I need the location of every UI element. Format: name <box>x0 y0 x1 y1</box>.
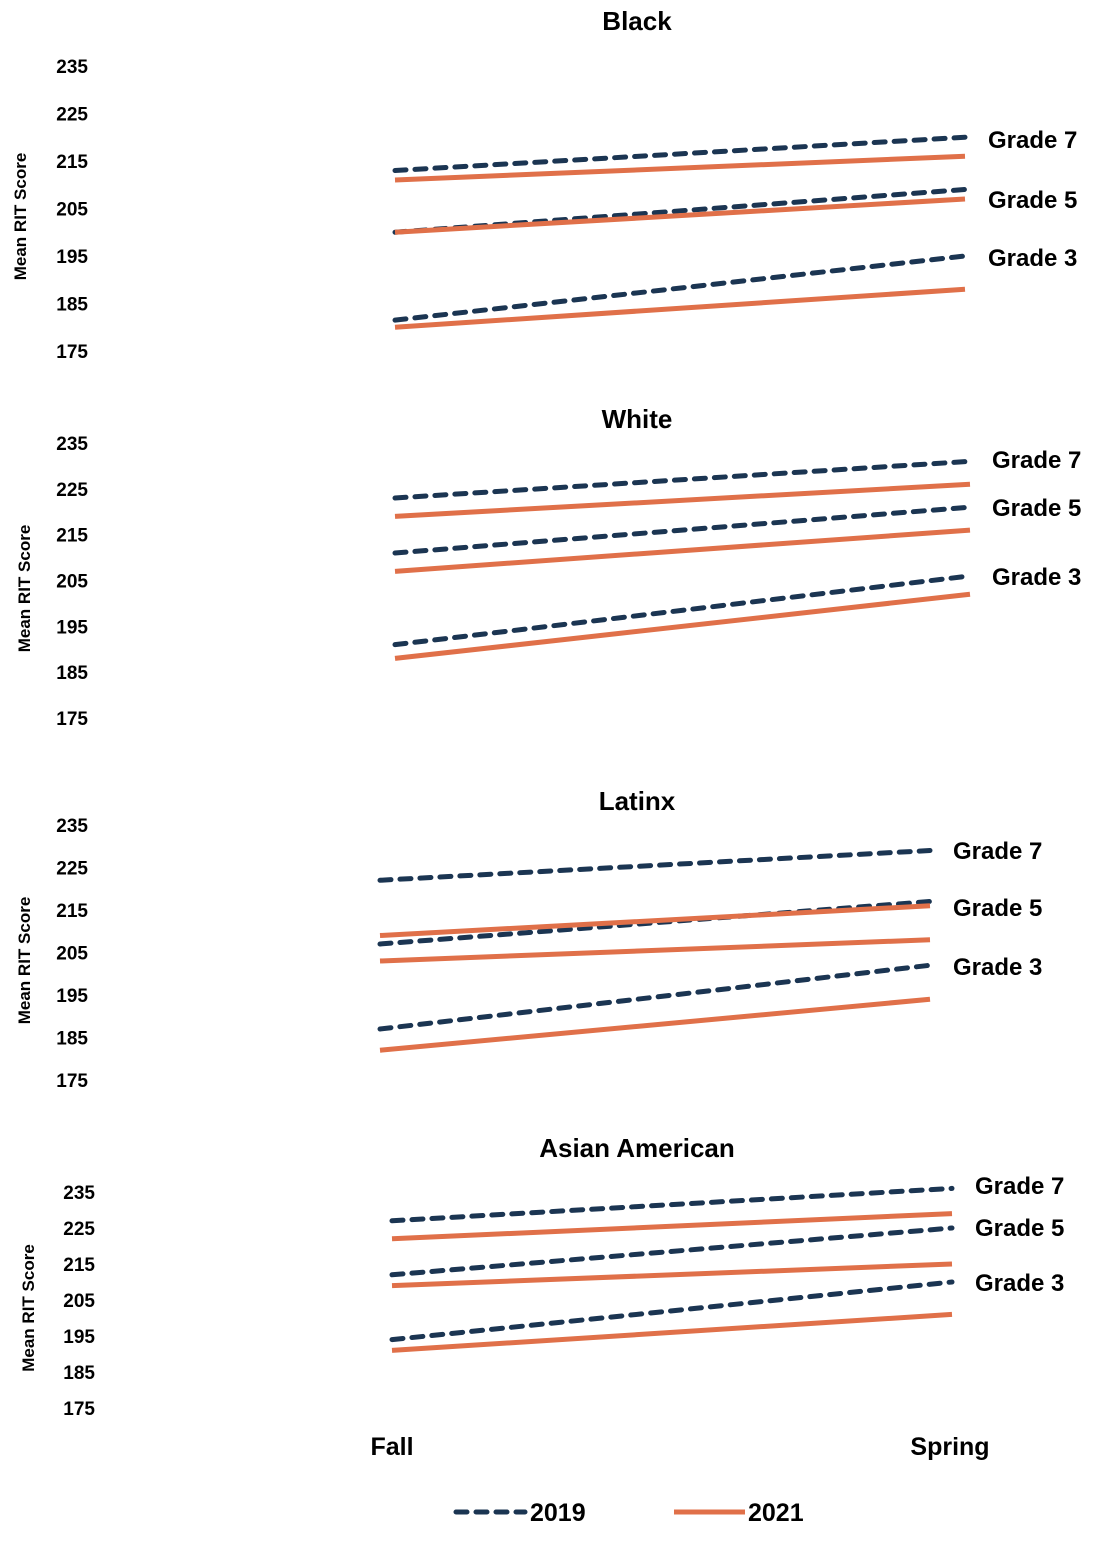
y-tick-label: 195 <box>56 247 88 268</box>
y-tick-label: 215 <box>56 152 88 173</box>
y-tick-label: 175 <box>56 342 88 363</box>
series-line-grade-3-2019 <box>389 1279 955 1343</box>
series-line-grade-7-2019 <box>389 1185 955 1224</box>
panel-title: White <box>602 404 673 434</box>
series-line-grade-7-2019 <box>392 458 973 501</box>
y-axis-label: Mean RIT Score <box>11 153 30 281</box>
y-tick-label: 175 <box>56 709 88 730</box>
series-line-grade-7-2021 <box>391 1211 953 1242</box>
series-line-grade-3-2019 <box>392 573 973 648</box>
series-line-grade-5-2021 <box>379 903 931 938</box>
y-tick-label: 195 <box>63 1327 95 1348</box>
grade-label: Grade 3 <box>992 564 1081 591</box>
grade-label: Grade 5 <box>953 895 1042 922</box>
y-tick-label: 195 <box>56 986 88 1007</box>
y-tick-label: 225 <box>56 859 88 880</box>
y-axis-label: Mean RIT Score <box>19 1244 38 1372</box>
y-tick-label: 185 <box>56 1029 88 1050</box>
legend-label-2021: 2021 <box>748 1499 804 1527</box>
legend-label-2019: 2019 <box>530 1499 586 1527</box>
series-line-grade-3-2019 <box>377 962 933 1032</box>
y-tick-label: 235 <box>56 57 88 78</box>
series-line-grade-3-2021 <box>391 1311 953 1353</box>
series-line-grade-7-2019 <box>392 134 968 173</box>
y-tick-label: 205 <box>63 1291 95 1312</box>
grade-label: Grade 5 <box>992 495 1081 522</box>
series-line-grade-5-2021 <box>391 1261 953 1289</box>
grade-label: Grade 3 <box>953 954 1042 981</box>
y-tick-label: 205 <box>56 200 88 221</box>
y-tick-label: 225 <box>63 1219 95 1240</box>
series-line-grade-5-2021 <box>394 527 971 574</box>
y-tick-label: 235 <box>63 1183 95 1204</box>
y-tick-label: 195 <box>56 617 88 638</box>
series-line-grade-5-2019 <box>389 1225 955 1278</box>
y-tick-label: 215 <box>56 901 88 922</box>
grade-label: Grade 7 <box>992 447 1081 474</box>
series-line-grade-7-2019 <box>377 848 933 883</box>
series-line-grade-5-2019 <box>392 187 968 235</box>
y-tick-label: 225 <box>56 105 88 126</box>
grade-label: Grade 3 <box>975 1270 1064 1297</box>
panel-title: Latinx <box>599 786 676 816</box>
series-line-grade-3-2019 <box>392 253 968 323</box>
series-line-grade-3-2021 <box>394 591 971 661</box>
series-line-grade-7-2021 <box>394 153 966 183</box>
y-tick-label: 235 <box>56 816 88 837</box>
panel-title: Asian American <box>539 1133 735 1163</box>
y-tick-label: 225 <box>56 480 88 501</box>
y-axis-label: Mean RIT Score <box>15 897 34 1025</box>
grade-label: Grade 5 <box>975 1215 1064 1242</box>
series-line-grade-5-2021 <box>394 196 966 235</box>
panel-title: Black <box>602 6 672 36</box>
series-line-grade-3-2021 <box>379 996 931 1053</box>
series-line-grade-5-2019 <box>392 504 973 556</box>
y-tick-label: 215 <box>56 526 88 547</box>
y-axis-label: Mean RIT Score <box>15 525 34 653</box>
series-line-grade-3-2021 <box>394 286 966 330</box>
y-tick-label: 185 <box>56 295 88 316</box>
grade-label: Grade 7 <box>953 838 1042 865</box>
grade-label: Grade 7 <box>988 127 1077 154</box>
grade-label: Grade 3 <box>988 245 1077 272</box>
series-line-grade-7-2021 <box>394 481 971 519</box>
x-tick-label-fall: Fall <box>370 1433 413 1461</box>
x-tick-label-spring: Spring <box>910 1433 989 1461</box>
y-tick-label: 175 <box>56 1071 88 1092</box>
grade-label: Grade 5 <box>988 187 1077 214</box>
grade-label: Grade 7 <box>975 1173 1064 1200</box>
y-tick-label: 175 <box>63 1399 95 1420</box>
y-tick-label: 205 <box>56 944 88 965</box>
y-tick-label: 205 <box>56 572 88 593</box>
y-tick-label: 235 <box>56 434 88 455</box>
y-tick-label: 185 <box>56 663 88 684</box>
series-line-grade-5-2021 <box>379 937 931 964</box>
y-tick-label: 215 <box>63 1255 95 1276</box>
y-tick-label: 185 <box>63 1363 95 1384</box>
